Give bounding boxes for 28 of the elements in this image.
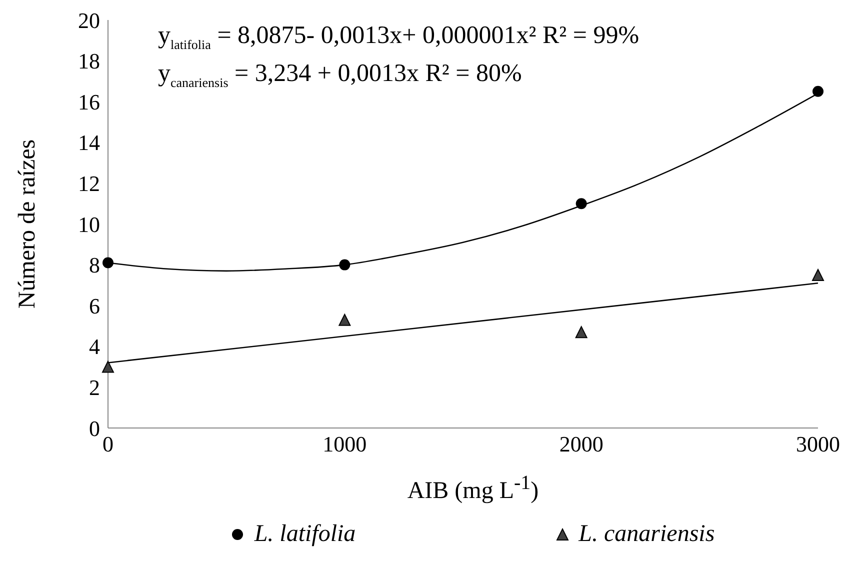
y-tick-label: 8	[89, 252, 100, 278]
y-tick-label: 18	[78, 48, 100, 74]
y-tick-label: 10	[78, 212, 100, 237]
x-tick-label: 2000	[559, 432, 604, 457]
legend-label: L. latifolia	[254, 521, 356, 548]
x-tick-label: 3000	[796, 432, 840, 457]
y-tick-label: 2	[89, 375, 100, 400]
y-tick-label: 4	[89, 334, 100, 360]
point	[338, 314, 351, 326]
annotation: y$_{latifolia}$ = 8,0875- 0,0013x+ 0,000001x² R² = 99%	[158, 22, 640, 53]
point	[102, 360, 114, 373]
point	[812, 86, 824, 97]
legend-label: L. canariensis	[578, 521, 715, 548]
annotation: y$_{canariensis}$ = 3,234 + 0,0013x R² = 80%	[158, 60, 522, 91]
y-tick-label: 20	[78, 8, 100, 33]
x-tick-label: 1000	[322, 432, 367, 457]
y-axis-title: Número de raízes	[14, 139, 41, 309]
y-tick-label: 6	[89, 293, 100, 318]
y-tick-label: 12	[78, 171, 100, 196]
y-tick-label: 0	[89, 416, 100, 441]
y-tick-label: 16	[78, 89, 100, 114]
point	[812, 269, 824, 281]
point	[575, 326, 588, 338]
point	[339, 259, 350, 270]
point	[576, 198, 587, 210]
x-axis-title: AIB (mg L$^{-1}$)	[406, 472, 540, 505]
point	[102, 257, 114, 268]
y-tick-label: 14	[78, 130, 100, 156]
